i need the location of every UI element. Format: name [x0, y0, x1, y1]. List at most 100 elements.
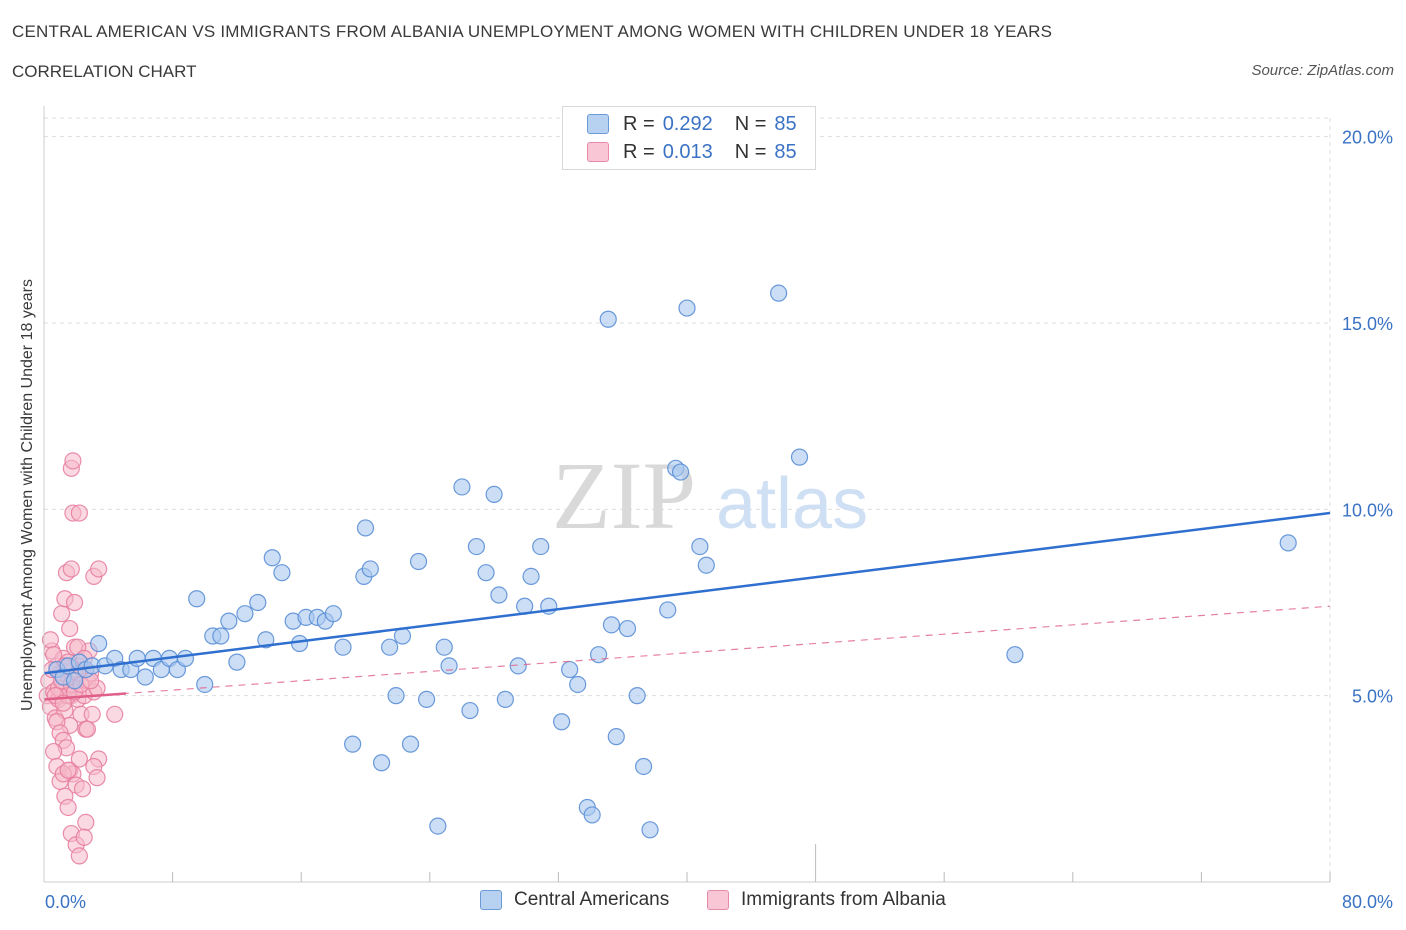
- central-americans-point: [176, 649, 195, 667]
- albania-point: [65, 593, 84, 612]
- central-americans-point: [290, 634, 309, 653]
- albania-point: [41, 631, 60, 649]
- central-americans-point: [236, 605, 254, 623]
- y-tick-label: 15.0%: [1342, 314, 1393, 334]
- central-americans-point: [65, 672, 84, 690]
- y-tick-label: 20.0%: [1342, 128, 1393, 148]
- series-central-americans-points: [48, 284, 1297, 839]
- central-americans-point: [490, 586, 508, 604]
- legend-n-value: 85: [774, 112, 797, 135]
- central-americans-point: [212, 627, 230, 645]
- albania-trend-line-solid: [43, 692, 127, 701]
- legend-r-value: 0.292: [662, 112, 713, 135]
- x-tick-label-min: 0.0%: [45, 892, 86, 912]
- legend-n-label: N =: [734, 140, 767, 163]
- central-americans-point: [659, 601, 677, 619]
- bottom-legend-albania: Immigrants from Albania: [707, 889, 946, 911]
- central-americans-point: [220, 612, 238, 630]
- y-tick-label: 5.0%: [1352, 687, 1393, 707]
- central-americans-point: [477, 564, 495, 582]
- albania-point: [90, 560, 108, 578]
- central-americans-point: [678, 299, 696, 317]
- bottom-legend-label-albania: Immigrants from Albania: [741, 889, 946, 910]
- central-americans-point: [381, 638, 399, 656]
- central-americans-point: [634, 757, 653, 776]
- albania-point: [62, 560, 80, 578]
- central-americans-point: [356, 519, 375, 537]
- central-americans-point: [671, 463, 690, 481]
- central-americans-point: [485, 485, 503, 504]
- source-label: Source: ZipAtlas.com: [1251, 62, 1394, 79]
- legend-r-value: 0.013: [662, 140, 713, 163]
- central-americans-point: [344, 735, 362, 753]
- albania-trend-line-dashed: [43, 605, 1331, 700]
- watermark-zip: ZIP: [552, 442, 696, 549]
- central-americans-point: [641, 821, 659, 839]
- central-americans-point: [387, 687, 405, 705]
- central-americans-point: [461, 701, 479, 720]
- central-americans-point: [553, 713, 571, 731]
- albania-point: [59, 798, 77, 817]
- albania-point: [61, 619, 79, 638]
- albania-point: [73, 780, 92, 798]
- legend-r-label: R =: [623, 140, 655, 163]
- y-tick-label: 10.0%: [1342, 500, 1393, 520]
- chart-title: CENTRAL AMERICAN VS IMMIGRANTS FROM ALBA…: [12, 22, 1053, 41]
- bottom-legend-label-central-americans: Central Americans: [514, 889, 670, 910]
- bottom-legend-central-americans: Central Americans: [480, 889, 669, 911]
- albania-point: [83, 705, 101, 723]
- central-americans-point: [188, 590, 206, 608]
- central-americans-point: [583, 806, 601, 824]
- legend-swatch-blue: [587, 114, 609, 134]
- albania-point: [53, 605, 71, 623]
- central-americans-point: [196, 675, 214, 694]
- axis-layer: 5.0% 10.0% 15.0% 20.0% 0.0% 80.0%: [43, 106, 1393, 912]
- central-americans-point: [417, 690, 436, 708]
- central-americans-point: [440, 657, 458, 675]
- albania-point: [78, 720, 97, 738]
- central-americans-point: [361, 560, 379, 578]
- central-americans-point: [228, 653, 246, 671]
- central-americans-point: [618, 619, 637, 638]
- central-americans-point: [401, 735, 420, 753]
- trend-lines: [43, 511, 1331, 701]
- central-americans-point: [1006, 646, 1024, 664]
- watermark-atlas: atlas: [716, 464, 868, 544]
- albania-point: [59, 761, 77, 779]
- central-americans-point: [1279, 534, 1297, 552]
- central-americans-point: [509, 657, 527, 675]
- albania-point: [64, 452, 82, 470]
- central-americans-point: [607, 728, 625, 746]
- central-americans-point: [522, 567, 540, 586]
- chart-subtitle: CORRELATION CHART: [12, 62, 197, 81]
- legend-row-central-americans: R = 0.292 N = 85: [587, 112, 797, 136]
- central-americans-point: [453, 478, 471, 496]
- central-americans-point: [90, 634, 108, 653]
- albania-point: [70, 750, 88, 768]
- legend-n-label: N =: [734, 112, 767, 135]
- albania-point: [77, 813, 95, 831]
- central-americans-point: [467, 537, 486, 556]
- central-americans-point: [257, 631, 275, 649]
- central-americans-point: [249, 593, 267, 612]
- central-americans-point: [532, 537, 550, 556]
- central-americans-point: [263, 549, 281, 567]
- legend-n-value: 85: [774, 140, 797, 163]
- albania-point: [45, 742, 63, 761]
- bottom-legend-swatch-pink: [707, 890, 729, 910]
- central-americans-point: [770, 284, 788, 302]
- central-americans-point: [334, 638, 352, 656]
- central-americans-point: [409, 552, 428, 571]
- central-americans-trend-line: [43, 511, 1331, 675]
- central-americans-point: [372, 754, 391, 772]
- central-americans-point: [429, 817, 447, 835]
- x-tick-label-max: 80.0%: [1342, 892, 1393, 912]
- albania-point: [88, 769, 106, 787]
- albania-point: [106, 705, 124, 723]
- albania-point: [70, 504, 88, 522]
- central-americans-point: [569, 675, 587, 694]
- central-americans-point: [697, 556, 715, 574]
- central-americans-point: [273, 564, 291, 582]
- central-americans-point: [136, 668, 154, 686]
